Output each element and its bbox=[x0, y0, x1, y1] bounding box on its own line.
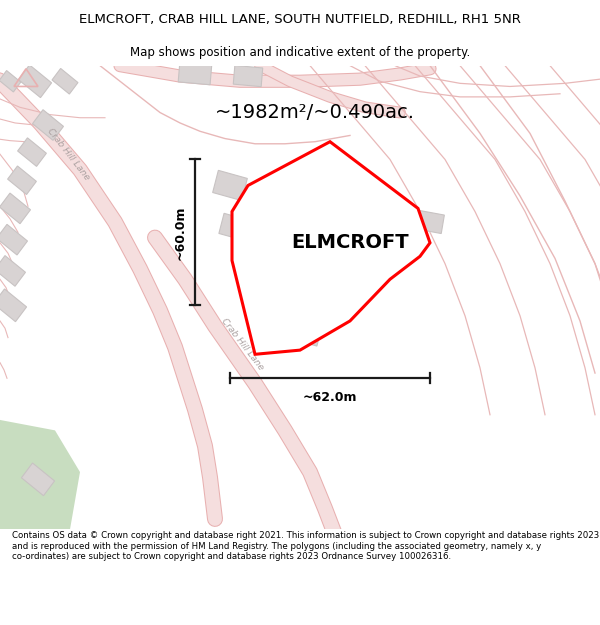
Polygon shape bbox=[0, 420, 80, 529]
Polygon shape bbox=[416, 211, 445, 234]
Polygon shape bbox=[232, 142, 430, 354]
Polygon shape bbox=[17, 138, 46, 166]
Polygon shape bbox=[288, 185, 312, 207]
Polygon shape bbox=[0, 71, 21, 92]
Text: Map shows position and indicative extent of the property.: Map shows position and indicative extent… bbox=[130, 46, 470, 59]
Polygon shape bbox=[52, 69, 78, 94]
Polygon shape bbox=[32, 110, 64, 141]
Text: Contains OS data © Crown copyright and database right 2021. This information is : Contains OS data © Crown copyright and d… bbox=[12, 531, 599, 561]
Text: ~1982m²/~0.490ac.: ~1982m²/~0.490ac. bbox=[215, 103, 415, 122]
Polygon shape bbox=[233, 66, 263, 87]
Polygon shape bbox=[8, 166, 37, 194]
Polygon shape bbox=[304, 239, 326, 258]
Polygon shape bbox=[19, 65, 52, 98]
Polygon shape bbox=[219, 213, 251, 241]
Text: Crab Hill Lane: Crab Hill Lane bbox=[45, 127, 91, 182]
Text: ELMCROFT: ELMCROFT bbox=[291, 233, 409, 253]
Text: ~62.0m: ~62.0m bbox=[303, 391, 357, 404]
Polygon shape bbox=[22, 463, 55, 496]
Polygon shape bbox=[0, 289, 26, 322]
Polygon shape bbox=[299, 327, 320, 346]
Polygon shape bbox=[212, 171, 247, 201]
Polygon shape bbox=[0, 193, 31, 224]
Polygon shape bbox=[0, 224, 28, 255]
Text: ~60.0m: ~60.0m bbox=[174, 205, 187, 259]
Text: Crab Hill Lane: Crab Hill Lane bbox=[219, 316, 265, 371]
Polygon shape bbox=[178, 61, 212, 85]
Text: ELMCROFT, CRAB HILL LANE, SOUTH NUTFIELD, REDHILL, RH1 5NR: ELMCROFT, CRAB HILL LANE, SOUTH NUTFIELD… bbox=[79, 12, 521, 26]
Polygon shape bbox=[0, 256, 25, 286]
